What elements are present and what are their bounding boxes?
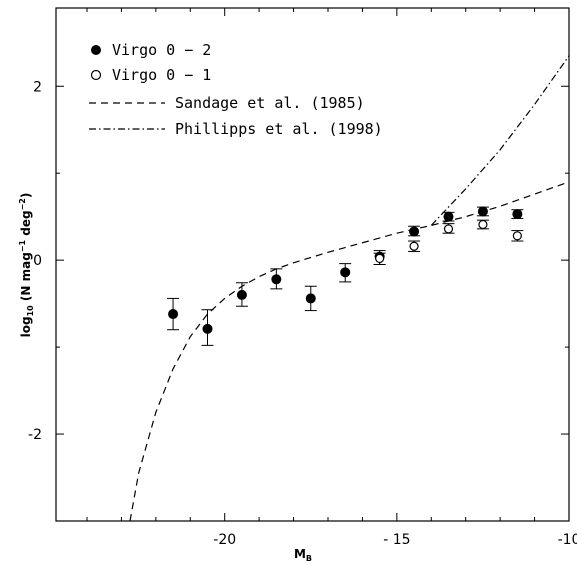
x-axis-label-main: M bbox=[294, 547, 306, 561]
y-axis-label-log: log bbox=[19, 316, 33, 337]
x-axis-label: MB bbox=[294, 547, 312, 563]
legend-label-phillipps: Phillipps et al. (1998) bbox=[175, 120, 383, 138]
y-axis-label-close: ) bbox=[19, 193, 33, 198]
data-point-filled bbox=[477, 206, 488, 217]
legend-marker-filled-circle bbox=[91, 45, 101, 55]
data-point-filled bbox=[409, 226, 420, 237]
y-axis-label: log10 (N mag−1 deg−2) bbox=[18, 193, 35, 338]
data-point-filled bbox=[443, 211, 454, 222]
y-axis-label-sup1: −1 bbox=[18, 239, 27, 252]
data-point-open bbox=[478, 219, 488, 230]
x-tick-label: -10 bbox=[558, 532, 577, 548]
tick-labels: -20 - 15 -10 2 0 -2 bbox=[28, 79, 577, 548]
x-tick-label: - 15 bbox=[383, 532, 410, 548]
legend: Virgo 0 − 2 Virgo 0 − 1 Sandage et al. (… bbox=[89, 41, 383, 138]
sandage-curve bbox=[129, 181, 569, 521]
phillipps-curve bbox=[430, 55, 569, 226]
y-axis-label-sup2: −2 bbox=[18, 198, 27, 210]
axis-ticks bbox=[56, 8, 570, 522]
data-point-filled bbox=[305, 293, 316, 304]
y-tick-label: 0 bbox=[33, 253, 42, 269]
data-points bbox=[167, 206, 524, 346]
legend-label-sandage: Sandage et al. (1985) bbox=[175, 94, 365, 112]
data-point-filled bbox=[512, 209, 523, 220]
data-point-open bbox=[512, 231, 522, 241]
y-tick-label: -2 bbox=[28, 427, 42, 443]
y-axis-label-n: (N mag bbox=[19, 252, 33, 305]
y-axis-label-sub: 10 bbox=[26, 305, 35, 317]
y-axis-label-deg: deg bbox=[19, 210, 33, 240]
legend-label-virgo-0-1: Virgo 0 − 1 bbox=[112, 66, 211, 84]
x-tick-label: -20 bbox=[213, 532, 236, 548]
y-tick-label: 2 bbox=[33, 79, 42, 95]
data-point-filled bbox=[236, 289, 247, 300]
data-point-open bbox=[375, 253, 385, 264]
data-point-open bbox=[443, 224, 454, 234]
plot-frame bbox=[55, 7, 570, 522]
data-point-filled bbox=[340, 267, 351, 278]
data-point-open bbox=[409, 241, 419, 251]
data-point-filled bbox=[168, 309, 179, 320]
x-axis-label-subscript: B bbox=[306, 554, 312, 563]
data-point-filled bbox=[271, 274, 282, 285]
legend-label-virgo-0-2: Virgo 0 − 2 bbox=[112, 41, 211, 59]
legend-marker-open-circle bbox=[90, 69, 102, 81]
data-point-filled bbox=[202, 323, 213, 334]
